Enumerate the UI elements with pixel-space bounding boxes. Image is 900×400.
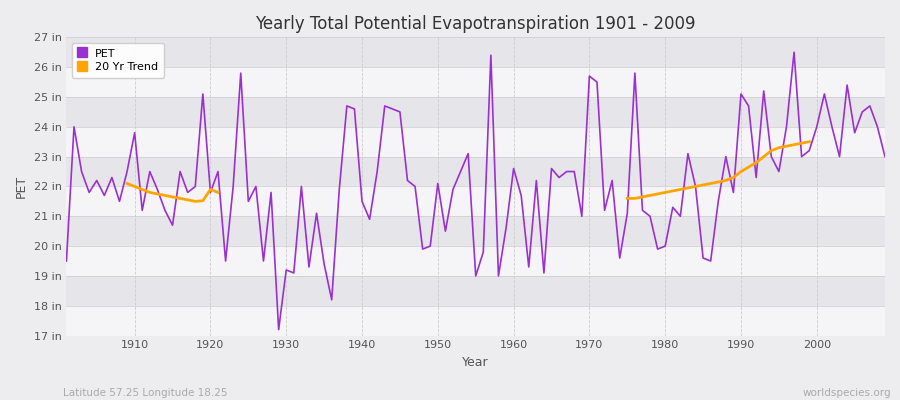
Bar xyxy=(67,306,885,336)
Bar xyxy=(67,37,885,67)
Text: Latitude 57.25 Longitude 18.25: Latitude 57.25 Longitude 18.25 xyxy=(63,388,228,398)
Bar xyxy=(67,67,885,97)
Bar xyxy=(67,186,885,216)
Text: worldspecies.org: worldspecies.org xyxy=(803,388,891,398)
Legend: PET, 20 Yr Trend: PET, 20 Yr Trend xyxy=(72,43,164,78)
Bar xyxy=(67,127,885,157)
Bar xyxy=(67,276,885,306)
Bar xyxy=(67,246,885,276)
Title: Yearly Total Potential Evapotranspiration 1901 - 2009: Yearly Total Potential Evapotranspiratio… xyxy=(256,15,696,33)
Y-axis label: PET: PET xyxy=(15,175,28,198)
X-axis label: Year: Year xyxy=(463,356,489,369)
Bar xyxy=(67,97,885,127)
Bar xyxy=(67,157,885,186)
Bar xyxy=(67,216,885,246)
